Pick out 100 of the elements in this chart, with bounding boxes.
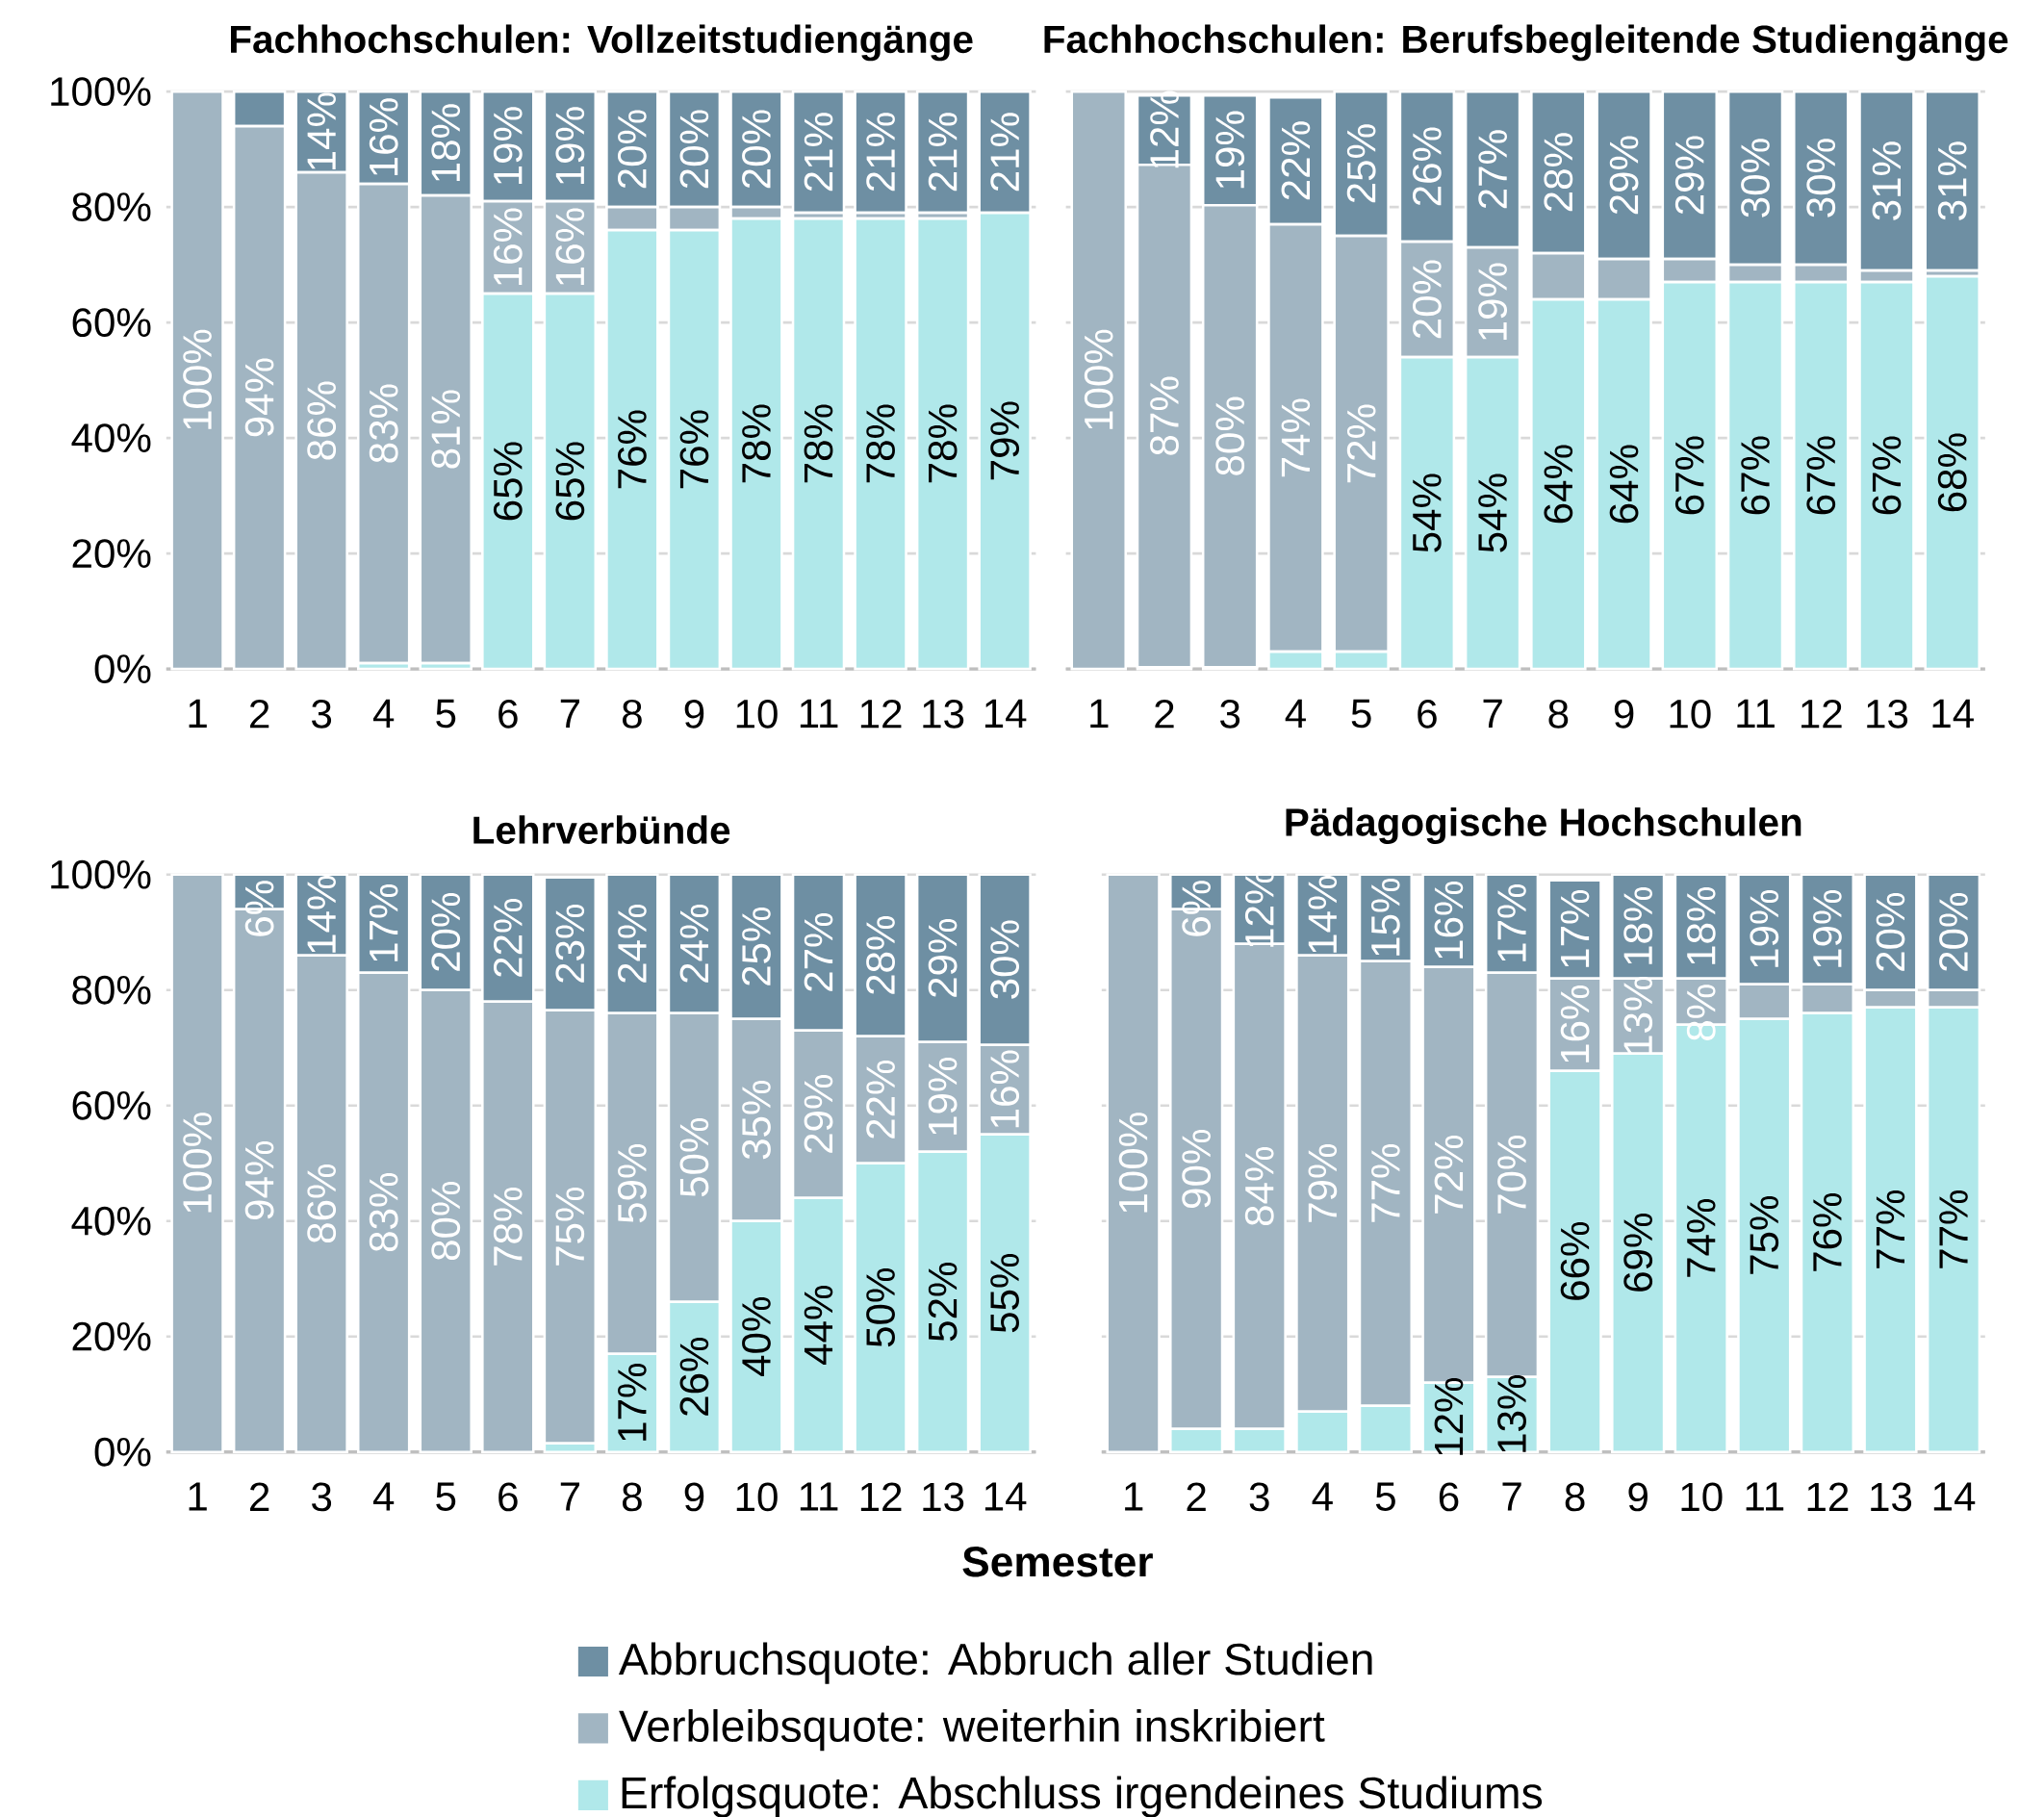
data-label: 21% — [804, 113, 833, 192]
data-label: 19% — [493, 107, 523, 185]
data-label: 6% — [244, 881, 274, 936]
y-tick-label: 60% — [72, 308, 151, 338]
data-label: 64% — [1609, 445, 1639, 524]
x-tick-label: 14 — [984, 1482, 1027, 1511]
bar — [1924, 90, 1980, 272]
data-label: 19% — [928, 1058, 958, 1135]
data-label: 17% — [618, 1364, 647, 1441]
x-tick-label: 9 — [1614, 699, 1634, 729]
data-label: 26% — [1412, 127, 1442, 206]
x-tick-label: 9 — [684, 699, 704, 729]
x-tick-label: 9 — [684, 1482, 704, 1512]
data-label: 78% — [742, 404, 771, 483]
data-label: 17% — [1497, 884, 1526, 961]
chart-title: Pädagogische Hochschulen — [1286, 807, 1801, 845]
y-tick-label: 20% — [72, 539, 151, 569]
data-label: 50% — [679, 1118, 709, 1197]
x-tick-label: 1 — [1125, 1482, 1143, 1511]
x-tick-label: 3 — [1249, 1482, 1269, 1512]
x-tick-label: 2 — [1187, 1482, 1206, 1511]
data-label: 78% — [928, 404, 958, 483]
x-tick-label: 9 — [1628, 1482, 1648, 1512]
data-label: 67% — [1872, 436, 1902, 515]
y-tick-label: 100% — [51, 77, 151, 107]
data-label: 55% — [990, 1254, 1019, 1333]
data-label: 69% — [1623, 1214, 1653, 1292]
data-label: 16% — [369, 98, 398, 176]
data-label: 67% — [1741, 436, 1770, 515]
x-tick-label: 12 — [860, 699, 902, 729]
data-label: 16% — [1434, 882, 1464, 959]
x-tick-label: 4 — [372, 1482, 395, 1511]
data-label: 14% — [1308, 876, 1338, 953]
data-label: 74% — [1686, 1199, 1716, 1277]
data-label: 26% — [679, 1338, 709, 1416]
data-label: 66% — [1560, 1222, 1590, 1300]
data-label: 86% — [307, 1164, 337, 1243]
data-label: 16% — [990, 1050, 1020, 1128]
x-tick-label: 12 — [860, 1482, 902, 1511]
y-tick-label: 60% — [72, 1090, 151, 1120]
data-label: 50% — [866, 1268, 895, 1347]
data-label: 30% — [1741, 139, 1770, 218]
data-label: 28% — [1544, 133, 1573, 212]
y-tick-label: 80% — [72, 192, 151, 222]
bar — [1070, 90, 1127, 671]
x-tick-label: 8 — [1548, 699, 1569, 729]
x-tick-label: 6 — [498, 1482, 518, 1512]
data-label: 13% — [1497, 1375, 1526, 1452]
data-label: 20% — [431, 893, 461, 971]
data-label: 78% — [804, 404, 833, 483]
data-label: 25% — [1346, 124, 1376, 203]
data-label: 19% — [1812, 890, 1842, 967]
data-label: 100% — [1118, 1113, 1148, 1213]
data-label: 13% — [1623, 977, 1653, 1054]
data-label: 20% — [742, 110, 771, 189]
data-label: 59% — [617, 1144, 647, 1223]
data-label: 74% — [1281, 398, 1311, 477]
data-label: 100% — [1084, 329, 1113, 429]
y-tick-label: 40% — [71, 423, 151, 453]
x-tick-label: 14 — [1932, 699, 1974, 728]
data-label: 80% — [1215, 397, 1245, 475]
data-label: 100% — [183, 329, 212, 429]
data-label: 27% — [804, 913, 833, 991]
data-label: 54% — [1413, 473, 1442, 552]
data-label: 28% — [866, 916, 895, 994]
data-label: 18% — [1686, 887, 1716, 964]
x-tick-label: 8 — [1565, 1482, 1585, 1512]
data-label: 29% — [804, 1075, 833, 1153]
x-tick-label: 6 — [1418, 699, 1437, 729]
data-label: 76% — [1812, 1193, 1842, 1271]
data-label: 87% — [1150, 376, 1179, 455]
data-label: 94% — [244, 358, 274, 437]
data-label: 17% — [369, 884, 398, 961]
data-label: 15% — [1371, 879, 1400, 956]
x-tick-label: 3 — [1220, 699, 1240, 729]
x-axis-title: Semester — [962, 1547, 1153, 1577]
x-tick-label: 10 — [736, 699, 778, 729]
data-label: 16% — [493, 208, 523, 286]
data-label: 27% — [1478, 130, 1507, 209]
data-label: 84% — [1244, 1147, 1274, 1226]
data-label: 19% — [555, 107, 585, 185]
data-label: 77% — [1371, 1144, 1400, 1222]
x-tick-label: 5 — [1375, 1482, 1395, 1511]
data-label: 31% — [1872, 141, 1902, 220]
x-tick-label: 2 — [1155, 699, 1174, 729]
data-label: 40% — [742, 1297, 771, 1376]
x-tick-label: 7 — [1502, 1482, 1521, 1511]
x-tick-label: 4 — [372, 699, 395, 728]
data-label: 31% — [1937, 141, 1967, 220]
data-label: 16% — [555, 208, 585, 286]
data-label: 20% — [679, 110, 709, 189]
data-label: 77% — [1939, 1190, 1968, 1268]
y-tick-label: 0% — [94, 654, 151, 684]
y-tick-label: 100% — [51, 859, 151, 889]
x-tick-label: 12 — [1807, 1482, 1849, 1511]
x-tick-label: 11 — [1746, 1482, 1784, 1511]
data-label: 100% — [183, 1113, 212, 1213]
data-label: 29% — [1609, 136, 1639, 215]
legend-label: Erfolgsquote: Abschluss irgendeines Studiums — [622, 1776, 1543, 1817]
x-tick-label: 5 — [436, 699, 456, 729]
